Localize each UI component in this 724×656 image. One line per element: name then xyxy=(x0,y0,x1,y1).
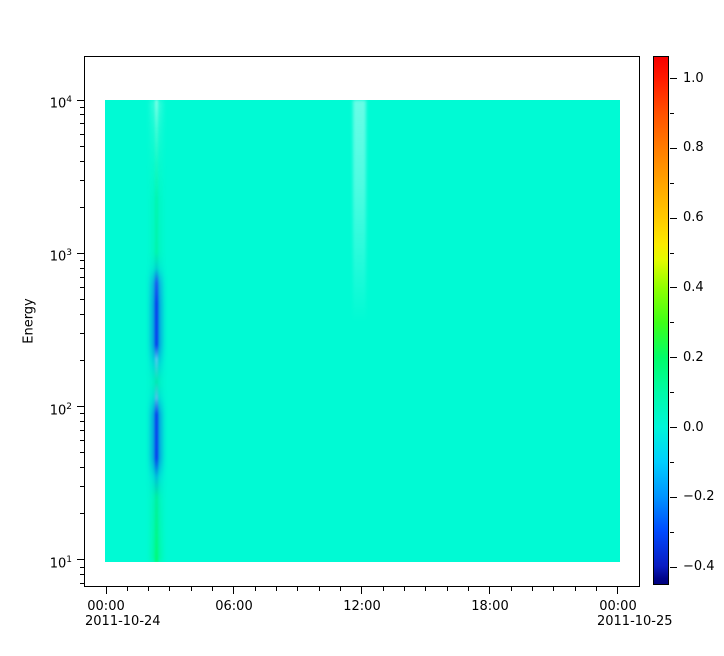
y-tick-label: 102 xyxy=(49,401,72,418)
y-tick-minor xyxy=(80,123,84,125)
colorbar-tick-minor xyxy=(670,182,674,184)
y-tick-minor xyxy=(80,276,84,278)
spectrogram-mesh xyxy=(105,100,620,562)
colorbar-tick-label: 0.6 xyxy=(683,210,704,226)
x-tick-minor xyxy=(553,587,555,591)
y-tick-minor xyxy=(80,114,84,116)
colorbar-tick-major xyxy=(670,357,677,359)
y-tick-minor xyxy=(80,574,84,576)
colorbar-tick-minor xyxy=(670,322,674,324)
x-tick-label: 18:00 xyxy=(471,599,509,614)
y-tick-minor xyxy=(80,259,84,261)
y-tick-label: 103 xyxy=(49,248,72,265)
y-tick-minor xyxy=(80,566,84,568)
y-tick-minor xyxy=(80,486,84,488)
event-streak-core xyxy=(155,100,158,562)
x-tick-major xyxy=(489,587,491,594)
colorbar-tick-major xyxy=(670,566,677,568)
y-tick-major xyxy=(77,406,84,408)
faint-noon-band xyxy=(353,100,366,562)
x-tick-minor xyxy=(574,587,576,591)
x-tick-minor xyxy=(468,587,470,591)
colorbar-tick-label: 0.4 xyxy=(683,279,704,295)
y-tick-minor xyxy=(80,440,84,442)
x-tick-minor xyxy=(276,587,278,591)
colorbar-tick-label: −0.2 xyxy=(683,489,715,505)
y-tick-minor xyxy=(80,145,84,147)
colorbar-tick-major xyxy=(670,217,677,219)
y-tick-label: 104 xyxy=(49,95,72,112)
colorbar-tick-major xyxy=(670,427,677,428)
colorbar-tick-minor xyxy=(670,392,674,394)
x-tick-label: 06:00 xyxy=(215,599,253,614)
x-date-label: 2011-10-24 xyxy=(85,614,161,629)
y-tick-minor xyxy=(80,179,84,181)
x-date-label: 2011-10-25 xyxy=(596,614,673,629)
y-tick-minor xyxy=(80,286,84,288)
x-tick-minor xyxy=(212,587,214,591)
x-tick-label: 12:00 xyxy=(343,599,381,614)
y-tick-label: 101 xyxy=(49,554,72,572)
y-tick-minor xyxy=(80,267,84,269)
y-tick-major xyxy=(77,99,84,101)
x-tick-major xyxy=(233,587,235,594)
colorbar-tick-label: 1.0 xyxy=(683,70,704,86)
y-tick-minor xyxy=(80,421,84,423)
y-tick-minor xyxy=(80,513,84,515)
colorbar-tick-label: −0.4 xyxy=(683,559,715,575)
colorbar-tick-minor xyxy=(670,461,674,463)
x-tick-minor xyxy=(254,587,256,591)
colorbar-tick-minor xyxy=(670,252,674,254)
y-tick-minor xyxy=(80,333,84,334)
x-tick-minor xyxy=(382,587,384,591)
x-tick-label: 00:00 xyxy=(599,599,637,614)
colorbar xyxy=(653,56,669,585)
y-tick-major xyxy=(77,559,84,561)
y-tick-major xyxy=(77,252,84,254)
y-tick-minor xyxy=(80,313,84,315)
colorbar-tick-label: 0.2 xyxy=(683,349,704,365)
x-tick-minor xyxy=(596,587,598,591)
x-tick-major xyxy=(105,587,107,594)
x-tick-minor xyxy=(190,587,192,591)
y-tick-minor xyxy=(80,133,84,135)
x-tick-minor xyxy=(148,587,150,591)
x-tick-minor xyxy=(126,587,128,591)
y-tick-minor xyxy=(80,467,84,469)
x-tick-minor xyxy=(446,587,448,591)
colorbar-tick-label: 0.0 xyxy=(683,419,704,435)
x-tick-minor xyxy=(318,587,320,591)
colorbar-tick-major xyxy=(670,147,677,149)
colorbar-tick-label: 0.8 xyxy=(683,140,704,156)
colorbar-tick-minor xyxy=(670,112,674,114)
colorbar-tick-major xyxy=(670,496,677,498)
x-tick-minor xyxy=(297,587,299,591)
x-tick-minor xyxy=(532,587,534,591)
colorbar-tick-major xyxy=(670,78,677,79)
colorbar-tick-major xyxy=(670,287,677,289)
x-tick-label: 00:00 xyxy=(87,599,125,614)
x-tick-minor xyxy=(510,587,512,591)
y-tick-minor xyxy=(80,583,84,585)
x-tick-major xyxy=(617,587,619,594)
x-tick-minor xyxy=(169,587,171,591)
y-tick-minor xyxy=(80,360,84,361)
y-tick-minor xyxy=(80,452,84,454)
x-tick-minor xyxy=(425,587,427,591)
y-tick-minor xyxy=(80,413,84,415)
colorbar-tick-minor xyxy=(670,531,674,533)
x-tick-major xyxy=(361,587,363,594)
y-tick-minor xyxy=(80,298,84,300)
y-tick-minor xyxy=(80,160,84,162)
y-tick-minor xyxy=(80,206,84,208)
y-tick-minor xyxy=(80,429,84,431)
y-tick-minor xyxy=(80,106,84,108)
y-axis-title: Energy xyxy=(21,298,37,344)
x-tick-minor xyxy=(340,587,342,591)
x-tick-minor xyxy=(404,587,406,591)
